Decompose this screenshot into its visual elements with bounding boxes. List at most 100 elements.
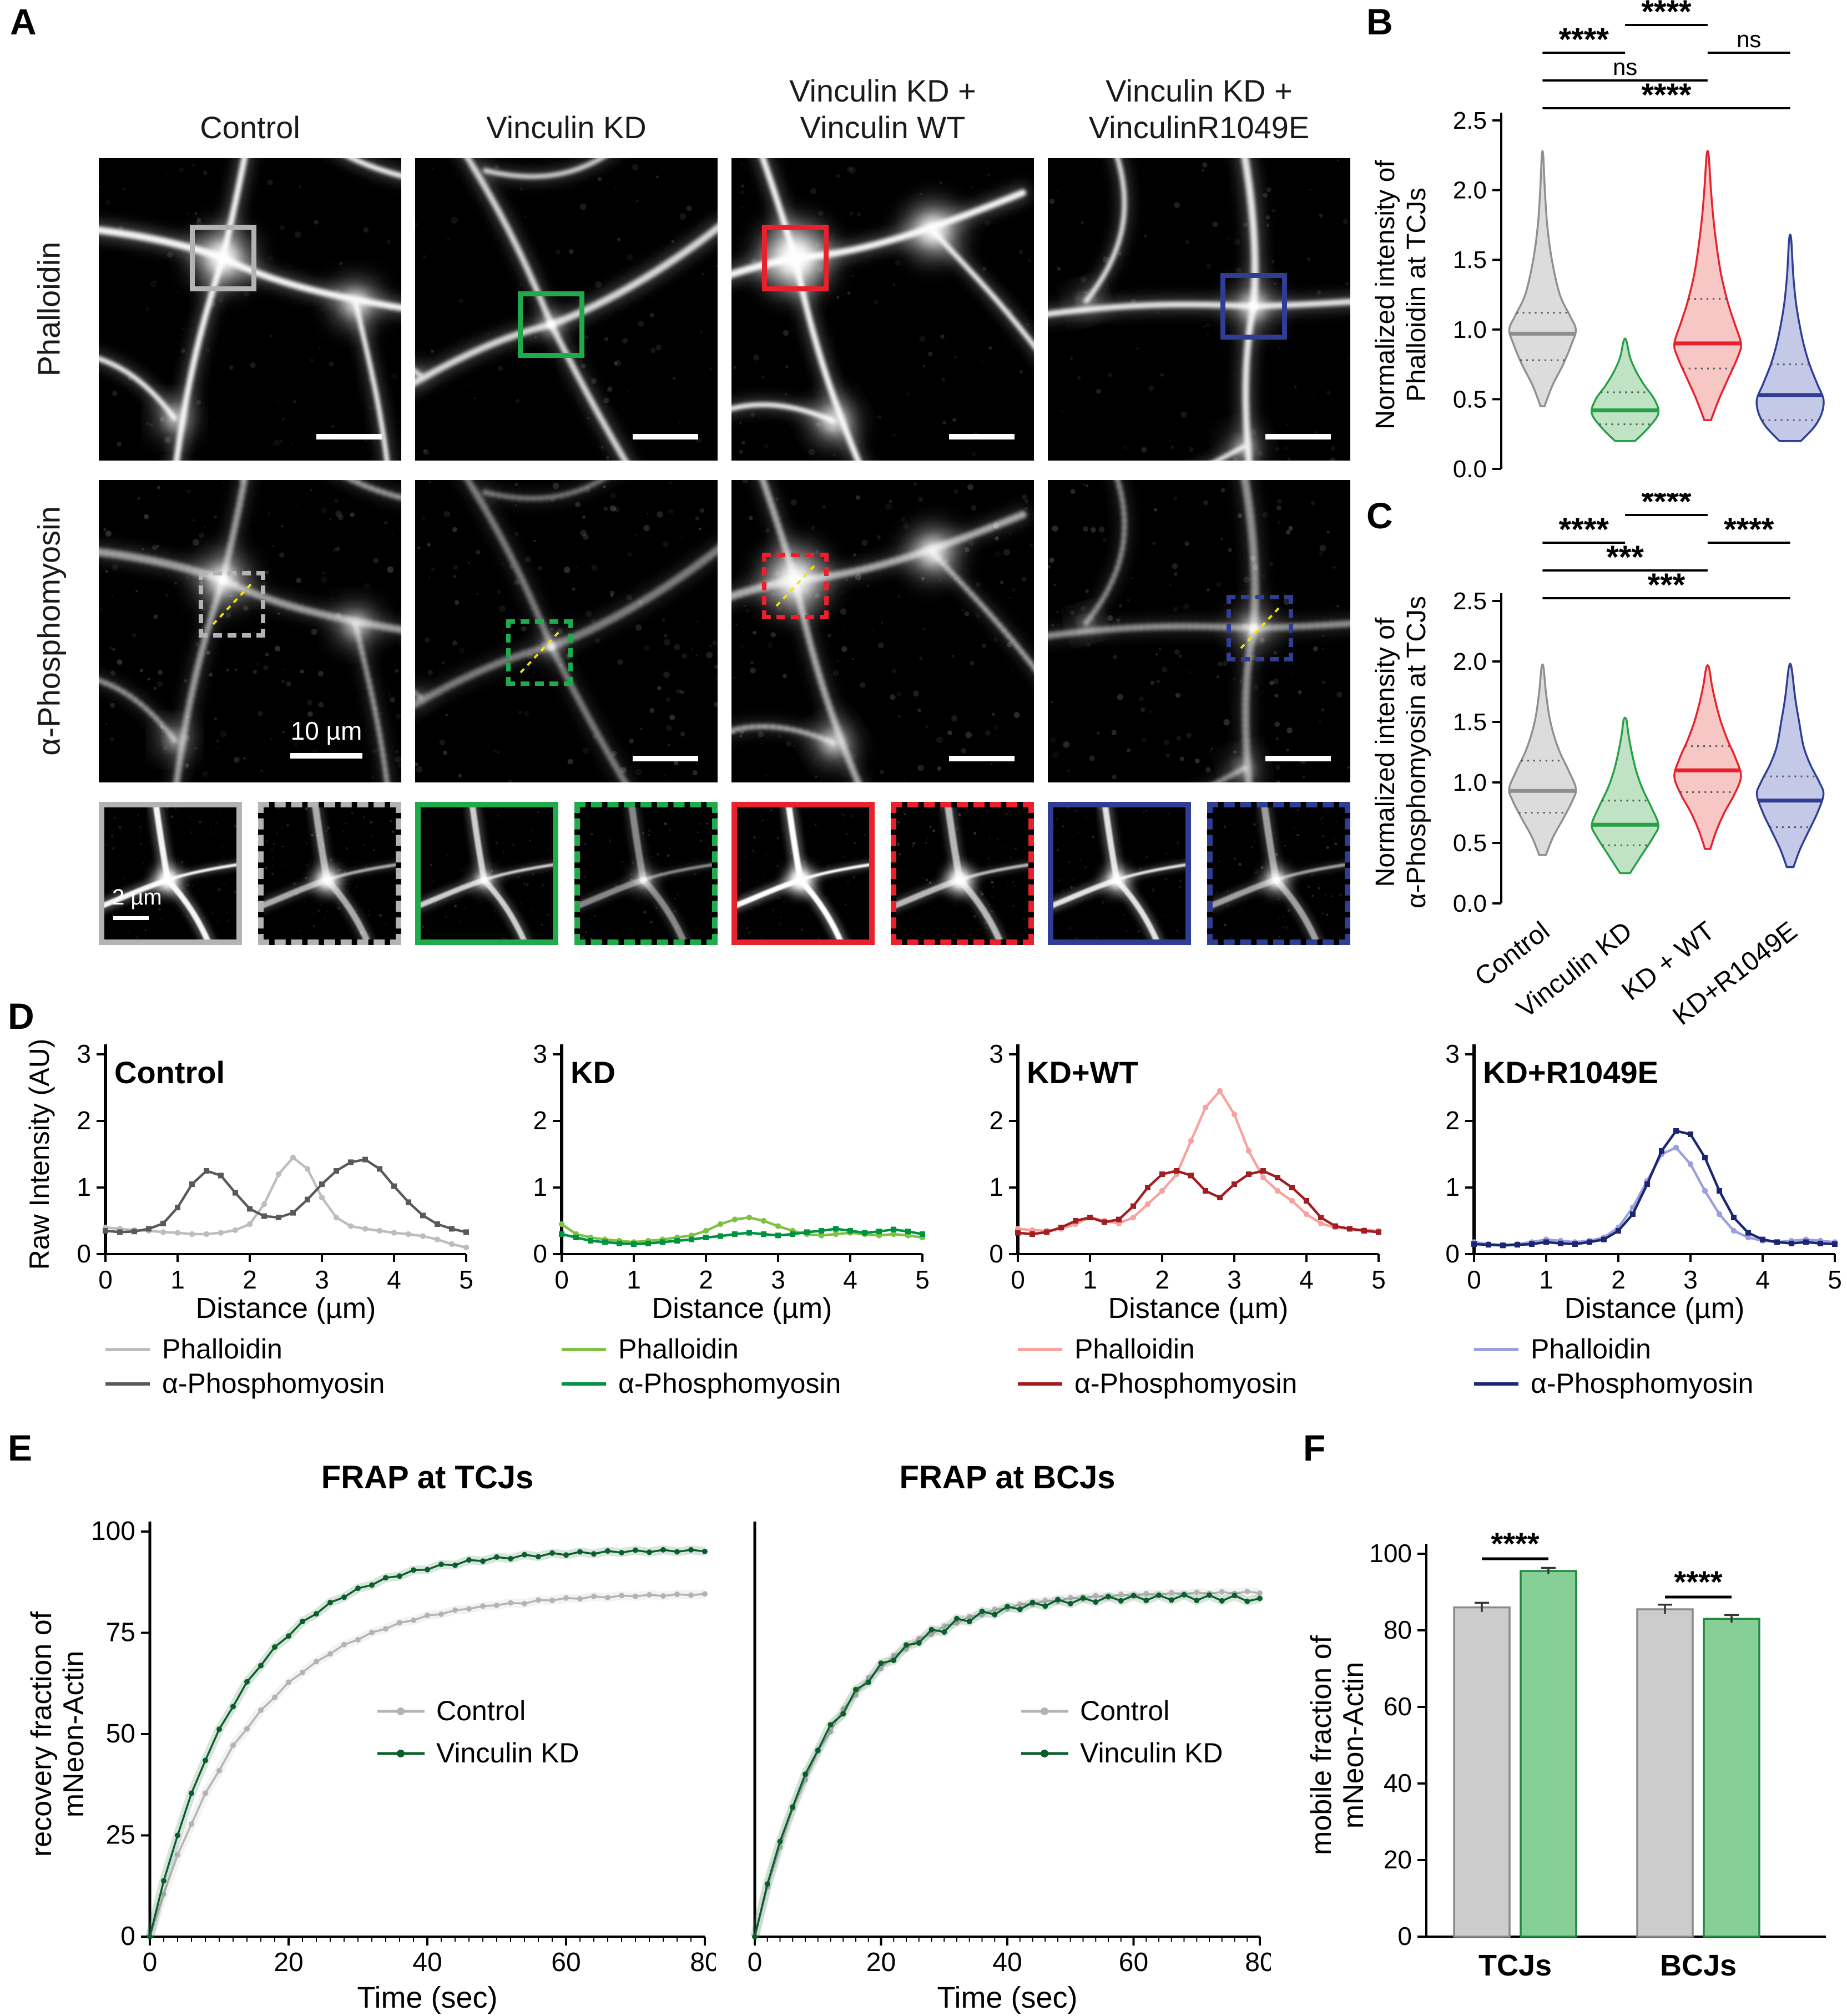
x-axis-title: Distance (µm) xyxy=(1108,1292,1289,1325)
column-title-line: Vinculin KD xyxy=(486,110,647,145)
y-tick-label: 0 xyxy=(1445,1239,1460,1268)
junction-zoom xyxy=(1213,807,1345,939)
micrograph-phalloidin-control xyxy=(99,158,401,461)
column-title-kd-wt: Vinculin KD + Vinculin WT xyxy=(731,47,1034,146)
profile-line xyxy=(519,631,559,674)
y-tick-label: 2.5 xyxy=(1453,588,1487,615)
x-tick-label: 2 xyxy=(1155,1265,1169,1294)
inset-phalloidin-control: 2 µm xyxy=(99,802,242,945)
violin-Vinculin KD xyxy=(1591,716,1659,875)
micrograph-image xyxy=(99,480,401,782)
y-tick-label: 75 xyxy=(106,1618,135,1648)
series-line xyxy=(1473,1146,1835,1246)
noise xyxy=(415,164,718,459)
y-tick-label: 1.5 xyxy=(1453,709,1487,736)
micrograph-image xyxy=(1213,807,1345,939)
x-tick-label: 1 xyxy=(1539,1265,1553,1294)
y-tick-label: 25 xyxy=(106,1821,135,1850)
x-tick-label: 4 xyxy=(1299,1265,1314,1294)
x-tick-label: 4 xyxy=(387,1265,401,1294)
series-line xyxy=(1473,1129,1835,1247)
x-tick-label: 80 xyxy=(1245,1948,1271,1977)
micrograph-image xyxy=(415,158,718,461)
scale-bar xyxy=(633,756,698,761)
plot-title: KD+WT xyxy=(1027,1055,1138,1090)
x-tick-label: 5 xyxy=(915,1265,930,1294)
inset-phosphomyosin-kd-r1049e xyxy=(1207,802,1350,945)
y-axis-title: mobile fraction of xyxy=(1305,1635,1338,1855)
legend-label: Phalloidin xyxy=(1074,1333,1195,1365)
column-title-line: Vinculin KD + xyxy=(1106,73,1293,108)
significance-label: ns xyxy=(1613,54,1637,80)
micrograph-image xyxy=(104,807,236,939)
violin-chart-phosphomyosin: 0.0 0.5 1.0 1.5 2.0 2.5 Normalized intensity o… xyxy=(1371,493,1825,1031)
group-label: BCJs xyxy=(1660,1949,1737,1982)
series-line xyxy=(105,1155,467,1249)
significance-label: *** xyxy=(1606,539,1644,575)
x-axis-title: Time (sec) xyxy=(357,1981,498,2014)
series-markers xyxy=(1471,1144,1838,1248)
violin-Control xyxy=(1508,663,1577,856)
x-axis-title: Distance (µm) xyxy=(652,1292,832,1325)
x-tick-label: 20 xyxy=(866,1948,896,1977)
scale-bar xyxy=(290,753,362,759)
panel-label-c: C xyxy=(1366,495,1393,536)
significance-label: ns xyxy=(1737,26,1761,52)
scale-bar xyxy=(113,916,149,920)
panel-label-e: E xyxy=(8,1427,33,1468)
scale-bar xyxy=(949,434,1015,439)
series-line xyxy=(561,1227,923,1246)
legend-label: Vinculin KD xyxy=(1080,1737,1223,1769)
x-tick-label: 60 xyxy=(1119,1948,1148,1977)
cell-network xyxy=(415,158,718,461)
y-tick-label: 50 xyxy=(106,1719,135,1749)
bar-BCJs-Control xyxy=(1636,1608,1694,1938)
profile-chart-kd: 0 1 2 3 0 1 2 3 4 5 Distance (µm) KD Phalloidinα-Pho… xyxy=(533,1039,930,1399)
micrograph-phosphomyosin-kd-wt xyxy=(731,480,1034,782)
panel-label-b: B xyxy=(1366,1,1393,42)
legend-label: α-Phosphomyosin xyxy=(1074,1368,1297,1399)
x-tick-label: 5 xyxy=(1828,1265,1842,1294)
x-tick-label: 3 xyxy=(771,1265,785,1294)
cell-network xyxy=(731,480,1034,782)
roi-box-kd-wt xyxy=(762,553,829,619)
y-tick-label: 2 xyxy=(533,1106,547,1135)
profile-line-indicator xyxy=(212,583,252,625)
micrograph-phalloidin-kd-r1049e xyxy=(1048,158,1350,461)
legend-label: Phalloidin xyxy=(1531,1333,1651,1365)
x-tick-label: 20 xyxy=(274,1948,303,1977)
roi-box-kd-r1049e xyxy=(1227,595,1293,661)
x-axis-title: Distance (µm) xyxy=(1565,1292,1745,1325)
micrograph-image xyxy=(896,807,1028,939)
legend-marker xyxy=(397,1750,405,1757)
significance-label: **** xyxy=(1674,1564,1722,1599)
junction-zoom xyxy=(264,807,396,939)
profile-line xyxy=(775,565,815,607)
micrograph-image xyxy=(99,158,401,461)
micrograph-image xyxy=(415,480,718,782)
y-tick-label: 1 xyxy=(77,1173,91,1201)
legend-marker xyxy=(1041,1707,1048,1715)
plot-title: FRAP at BCJs xyxy=(900,1459,1116,1495)
y-tick-label: 40 xyxy=(1384,1769,1412,1797)
bar-BCJs-Vinculin KD xyxy=(1703,1618,1760,1938)
y-tick-label: 0 xyxy=(120,1922,135,1951)
y-axis-title: mNeon-Actin xyxy=(58,1651,90,1818)
profile-line xyxy=(1240,607,1280,649)
plot-title: Control xyxy=(114,1055,225,1090)
x-tick-label: 0 xyxy=(1011,1265,1025,1294)
y-tick-label: 2.0 xyxy=(1453,648,1487,675)
violin-Vinculin KD xyxy=(1591,337,1660,442)
x-tick-label: 0 xyxy=(143,1948,158,1977)
micrograph-image xyxy=(1048,480,1350,782)
y-tick-label: 100 xyxy=(1369,1539,1412,1568)
bar-chart-mobile-fraction: 0 20 40 60 80 100 mobile fraction of mNeon-Acti… xyxy=(1305,1526,1826,1982)
x-tick-label: 1 xyxy=(170,1265,185,1294)
micrograph-image xyxy=(421,807,553,939)
panel-label-f: F xyxy=(1303,1427,1326,1468)
micrograph-image xyxy=(1048,158,1350,461)
y-tick-label: 0 xyxy=(1397,1922,1412,1951)
y-tick-label: 1.0 xyxy=(1453,316,1487,343)
y-tick-label: 2 xyxy=(77,1106,91,1135)
